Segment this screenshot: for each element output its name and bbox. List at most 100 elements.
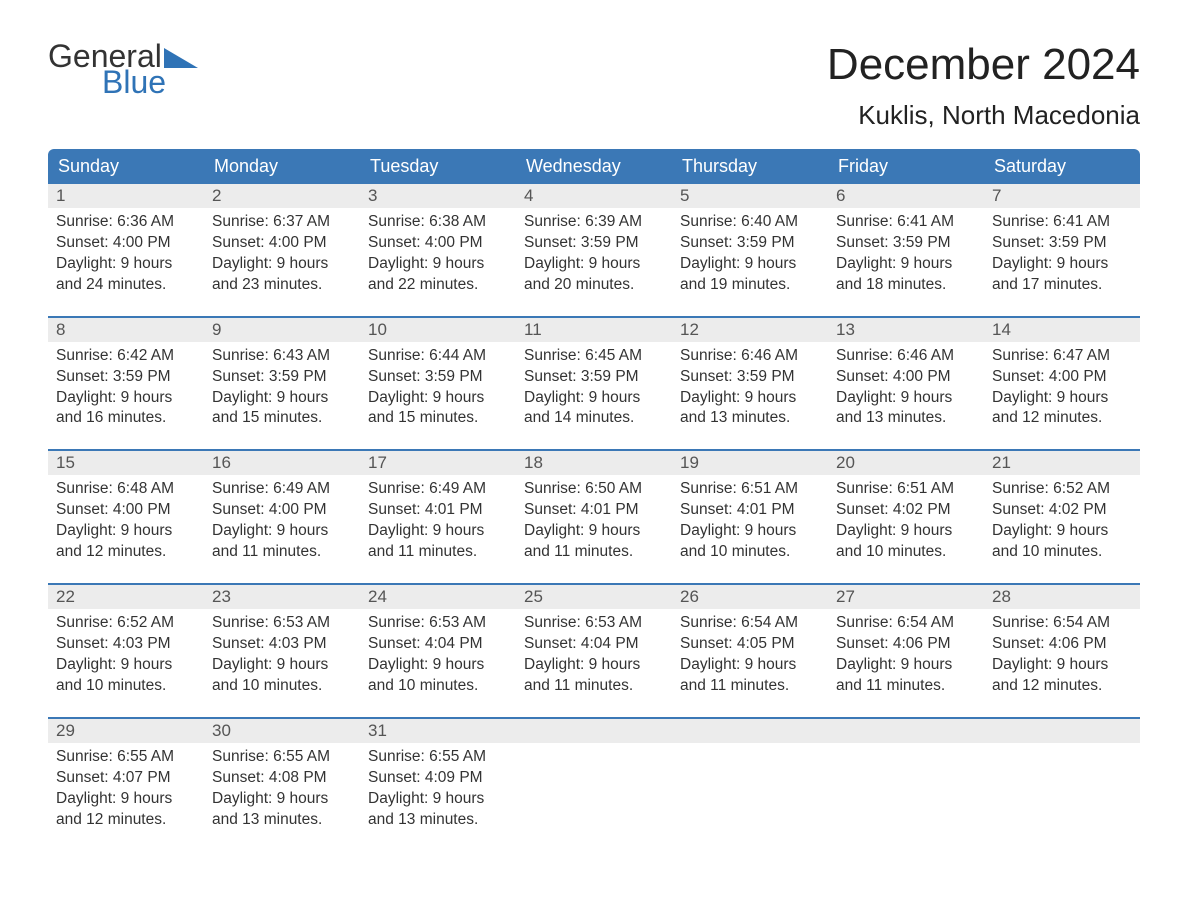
- calendar-day: [672, 719, 828, 839]
- day-number: 14: [984, 318, 1140, 342]
- sunset-line: Sunset: 4:03 PM: [56, 634, 196, 655]
- sunrise-line: Sunrise: 6:46 AM: [836, 346, 976, 367]
- sunset-line: Sunset: 4:08 PM: [212, 768, 352, 789]
- daylight-line2: and 14 minutes.: [524, 408, 664, 429]
- daylight-line1: Daylight: 9 hours: [212, 388, 352, 409]
- daylight-line2: and 12 minutes.: [992, 408, 1132, 429]
- sunrise-line: Sunrise: 6:52 AM: [992, 479, 1132, 500]
- calendar-day: 13Sunrise: 6:46 AMSunset: 4:00 PMDayligh…: [828, 318, 984, 438]
- sunrise-line: Sunrise: 6:45 AM: [524, 346, 664, 367]
- daylight-line2: and 10 minutes.: [368, 676, 508, 697]
- calendar-day: 21Sunrise: 6:52 AMSunset: 4:02 PMDayligh…: [984, 451, 1140, 571]
- sunrise-line: Sunrise: 6:54 AM: [680, 613, 820, 634]
- daylight-line1: Daylight: 9 hours: [680, 655, 820, 676]
- calendar-week: 8Sunrise: 6:42 AMSunset: 3:59 PMDaylight…: [48, 316, 1140, 438]
- calendar-day: 28Sunrise: 6:54 AMSunset: 4:06 PMDayligh…: [984, 585, 1140, 705]
- sunrise-line: Sunrise: 6:46 AM: [680, 346, 820, 367]
- sunrise-line: Sunrise: 6:37 AM: [212, 212, 352, 233]
- day-details: Sunrise: 6:49 AMSunset: 4:01 PMDaylight:…: [360, 475, 516, 571]
- calendar-day: [828, 719, 984, 839]
- daylight-line1: Daylight: 9 hours: [524, 388, 664, 409]
- sunrise-line: Sunrise: 6:44 AM: [368, 346, 508, 367]
- calendar-day: 2Sunrise: 6:37 AMSunset: 4:00 PMDaylight…: [204, 184, 360, 304]
- calendar-day: 12Sunrise: 6:46 AMSunset: 3:59 PMDayligh…: [672, 318, 828, 438]
- sunset-line: Sunset: 3:59 PM: [680, 233, 820, 254]
- sunrise-line: Sunrise: 6:47 AM: [992, 346, 1132, 367]
- calendar-day: 27Sunrise: 6:54 AMSunset: 4:06 PMDayligh…: [828, 585, 984, 705]
- sunrise-line: Sunrise: 6:49 AM: [368, 479, 508, 500]
- day-details: Sunrise: 6:44 AMSunset: 3:59 PMDaylight:…: [360, 342, 516, 438]
- calendar-day: 18Sunrise: 6:50 AMSunset: 4:01 PMDayligh…: [516, 451, 672, 571]
- calendar-day: 6Sunrise: 6:41 AMSunset: 3:59 PMDaylight…: [828, 184, 984, 304]
- day-number: 15: [48, 451, 204, 475]
- sunset-line: Sunset: 3:59 PM: [56, 367, 196, 388]
- daylight-line1: Daylight: 9 hours: [836, 388, 976, 409]
- day-header: Monday: [204, 149, 360, 184]
- daylight-line2: and 13 minutes.: [212, 810, 352, 831]
- sunset-line: Sunset: 4:00 PM: [992, 367, 1132, 388]
- daylight-line2: and 17 minutes.: [992, 275, 1132, 296]
- sunset-line: Sunset: 4:06 PM: [836, 634, 976, 655]
- day-details: Sunrise: 6:39 AMSunset: 3:59 PMDaylight:…: [516, 208, 672, 304]
- calendar-day: 19Sunrise: 6:51 AMSunset: 4:01 PMDayligh…: [672, 451, 828, 571]
- sunrise-line: Sunrise: 6:40 AM: [680, 212, 820, 233]
- daylight-line2: and 10 minutes.: [680, 542, 820, 563]
- calendar-day: 16Sunrise: 6:49 AMSunset: 4:00 PMDayligh…: [204, 451, 360, 571]
- day-header: Friday: [828, 149, 984, 184]
- sunrise-line: Sunrise: 6:52 AM: [56, 613, 196, 634]
- sunset-line: Sunset: 3:59 PM: [524, 233, 664, 254]
- calendar-day: 9Sunrise: 6:43 AMSunset: 3:59 PMDaylight…: [204, 318, 360, 438]
- calendar-day: 15Sunrise: 6:48 AMSunset: 4:00 PMDayligh…: [48, 451, 204, 571]
- calendar-day: 24Sunrise: 6:53 AMSunset: 4:04 PMDayligh…: [360, 585, 516, 705]
- sunset-line: Sunset: 4:05 PM: [680, 634, 820, 655]
- sunrise-line: Sunrise: 6:49 AM: [212, 479, 352, 500]
- day-details: Sunrise: 6:51 AMSunset: 4:02 PMDaylight:…: [828, 475, 984, 571]
- daylight-line2: and 16 minutes.: [56, 408, 196, 429]
- sunset-line: Sunset: 3:59 PM: [368, 367, 508, 388]
- sunset-line: Sunset: 4:00 PM: [212, 500, 352, 521]
- day-number: 30: [204, 719, 360, 743]
- day-details: Sunrise: 6:47 AMSunset: 4:00 PMDaylight:…: [984, 342, 1140, 438]
- day-number: 3: [360, 184, 516, 208]
- day-details: Sunrise: 6:38 AMSunset: 4:00 PMDaylight:…: [360, 208, 516, 304]
- daylight-line1: Daylight: 9 hours: [524, 655, 664, 676]
- day-details: Sunrise: 6:50 AMSunset: 4:01 PMDaylight:…: [516, 475, 672, 571]
- header: General Blue December 2024 Kuklis, North…: [48, 40, 1140, 131]
- sunset-line: Sunset: 4:00 PM: [836, 367, 976, 388]
- sunset-line: Sunset: 3:59 PM: [524, 367, 664, 388]
- day-number: 22: [48, 585, 204, 609]
- daylight-line1: Daylight: 9 hours: [368, 789, 508, 810]
- daylight-line2: and 13 minutes.: [680, 408, 820, 429]
- daylight-line2: and 11 minutes.: [524, 676, 664, 697]
- day-details: Sunrise: 6:55 AMSunset: 4:07 PMDaylight:…: [48, 743, 204, 839]
- day-header: Saturday: [984, 149, 1140, 184]
- daylight-line1: Daylight: 9 hours: [836, 655, 976, 676]
- calendar-day: 3Sunrise: 6:38 AMSunset: 4:00 PMDaylight…: [360, 184, 516, 304]
- day-number: 29: [48, 719, 204, 743]
- day-details: Sunrise: 6:36 AMSunset: 4:00 PMDaylight:…: [48, 208, 204, 304]
- sunrise-line: Sunrise: 6:55 AM: [368, 747, 508, 768]
- daylight-line1: Daylight: 9 hours: [836, 521, 976, 542]
- location: Kuklis, North Macedonia: [827, 100, 1140, 131]
- daylight-line1: Daylight: 9 hours: [56, 521, 196, 542]
- day-details: Sunrise: 6:53 AMSunset: 4:03 PMDaylight:…: [204, 609, 360, 705]
- sunset-line: Sunset: 3:59 PM: [992, 233, 1132, 254]
- sunrise-line: Sunrise: 6:53 AM: [524, 613, 664, 634]
- daylight-line2: and 20 minutes.: [524, 275, 664, 296]
- day-details: Sunrise: 6:41 AMSunset: 3:59 PMDaylight:…: [984, 208, 1140, 304]
- daylight-line2: and 23 minutes.: [212, 275, 352, 296]
- sunset-line: Sunset: 4:01 PM: [680, 500, 820, 521]
- day-header: Thursday: [672, 149, 828, 184]
- day-details: Sunrise: 6:54 AMSunset: 4:05 PMDaylight:…: [672, 609, 828, 705]
- day-details: Sunrise: 6:43 AMSunset: 3:59 PMDaylight:…: [204, 342, 360, 438]
- logo-triangle-icon: [164, 48, 198, 68]
- daylight-line1: Daylight: 9 hours: [212, 521, 352, 542]
- sunset-line: Sunset: 4:00 PM: [56, 500, 196, 521]
- daylight-line2: and 12 minutes.: [56, 810, 196, 831]
- day-details: Sunrise: 6:55 AMSunset: 4:09 PMDaylight:…: [360, 743, 516, 839]
- sunset-line: Sunset: 4:01 PM: [524, 500, 664, 521]
- day-details: Sunrise: 6:51 AMSunset: 4:01 PMDaylight:…: [672, 475, 828, 571]
- day-details: Sunrise: 6:53 AMSunset: 4:04 PMDaylight:…: [360, 609, 516, 705]
- calendar-day: 11Sunrise: 6:45 AMSunset: 3:59 PMDayligh…: [516, 318, 672, 438]
- day-details: Sunrise: 6:48 AMSunset: 4:00 PMDaylight:…: [48, 475, 204, 571]
